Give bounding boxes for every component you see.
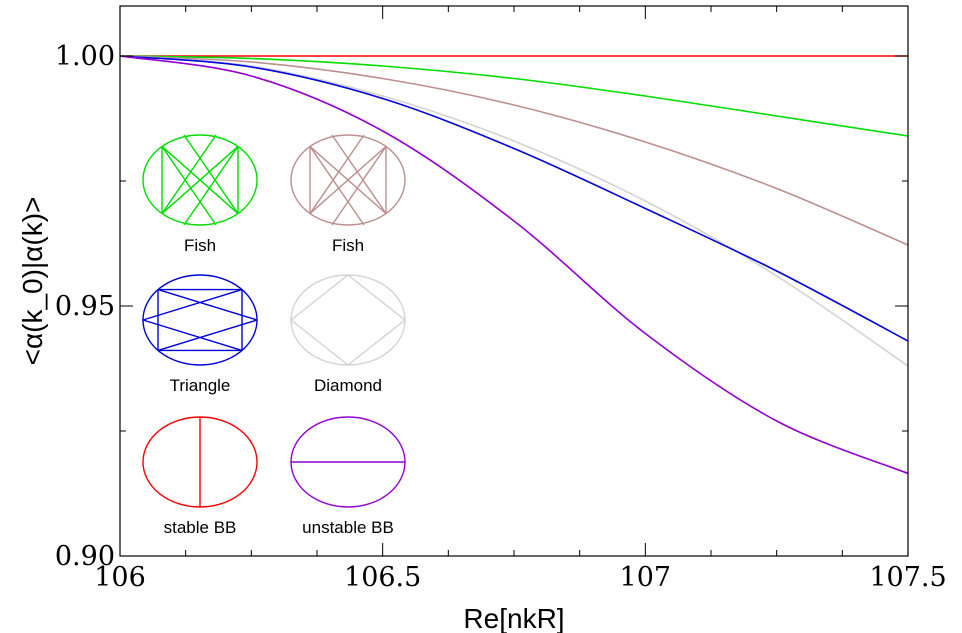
orbit-segment xyxy=(290,274,349,321)
y-tick-label-2: 1.00 xyxy=(55,41,115,72)
orbit-label: Triangle xyxy=(170,376,231,395)
series-line-5 xyxy=(119,55,909,475)
orbit-segment xyxy=(157,288,258,321)
orbit-segment xyxy=(183,146,239,226)
orbit-segment xyxy=(161,146,217,226)
orbit-inset-triangle: Triangle xyxy=(142,274,258,395)
orbit-label: stable BB xyxy=(164,518,237,537)
orbit-segment xyxy=(142,319,243,352)
x-axis-title: Re[nkR] xyxy=(463,603,564,633)
orbit-segment xyxy=(142,288,243,321)
orbit-inset-stable: stable BB xyxy=(142,416,258,537)
orbit-segment xyxy=(347,319,406,366)
orbit-label: Diamond xyxy=(314,376,382,395)
orbit-boundary xyxy=(142,274,258,366)
orbit-segment xyxy=(347,274,406,321)
orbit-segment xyxy=(290,319,349,366)
orbit-segment xyxy=(183,134,239,214)
series-line-1 xyxy=(119,55,909,137)
orbit-label: Fish xyxy=(332,236,364,255)
orbit-segment xyxy=(309,145,387,215)
orbit-segment xyxy=(161,134,217,214)
series-line-4 xyxy=(119,55,909,342)
orbit-insets: Fish Fish Triangle Diamond stable BB unstable… xyxy=(142,134,406,537)
y-tick-label-1: 0.95 xyxy=(55,291,115,322)
x-tick-label-1: 106.5 xyxy=(344,562,421,593)
x-tick-label-0: 106 xyxy=(94,562,146,593)
orbit-segment xyxy=(157,319,258,352)
y-axis-title: <α(k_0)|α(k)> xyxy=(17,197,48,366)
series-layer xyxy=(119,55,909,475)
orbit-boundary xyxy=(290,134,406,226)
orbit-segment xyxy=(309,134,365,214)
orbit-inset-unstable: unstable BB xyxy=(290,416,406,537)
orbit-label: Fish xyxy=(184,236,216,255)
axis-ticks: 106 106.5 107 107.5 0.90 0.95 1.00 xyxy=(55,6,947,593)
orbit-inset-diamond: Diamond xyxy=(290,274,406,395)
plot-frame xyxy=(119,5,909,557)
orbit-inset-fish: Fish xyxy=(290,134,406,255)
orbit-segment xyxy=(331,134,387,214)
orbit-boundary xyxy=(142,134,258,226)
orbit-segment xyxy=(161,145,239,215)
orbit-inset-fish: Fish xyxy=(142,134,258,255)
orbit-boundary xyxy=(290,274,406,366)
orbit-segment xyxy=(331,146,387,226)
series-line-3 xyxy=(119,55,909,367)
orbit-segment xyxy=(309,146,365,226)
y-tick-label-0: 0.90 xyxy=(55,541,115,572)
series-line-2 xyxy=(119,55,909,246)
x-tick-label-2: 107 xyxy=(620,562,672,593)
x-tick-label-3: 107.5 xyxy=(869,562,946,593)
orbit-label: unstable BB xyxy=(302,518,394,537)
